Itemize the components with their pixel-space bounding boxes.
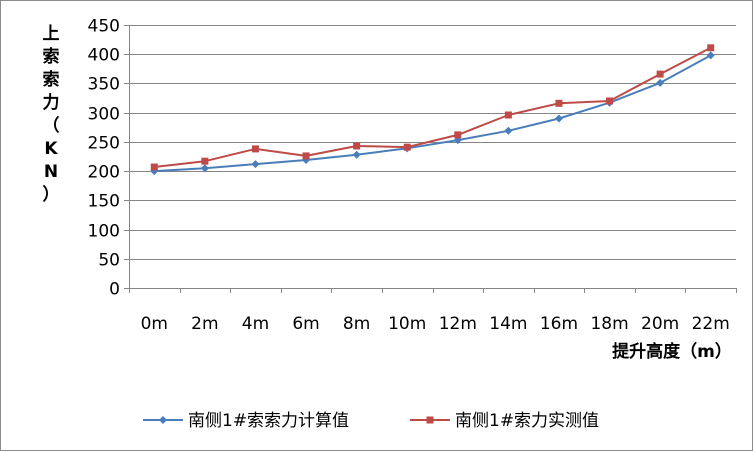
legend-marker — [426, 416, 434, 424]
legend-entry-2: 南侧1#索力实测值 — [410, 411, 599, 431]
y-tick-label: 350 — [88, 75, 120, 95]
data-point — [504, 126, 513, 135]
series-line — [154, 54, 712, 173]
x-tick-label: 0m — [141, 314, 168, 334]
data-point — [656, 78, 665, 87]
data-point — [251, 145, 259, 153]
data-point — [302, 152, 310, 160]
data-point — [606, 97, 614, 105]
y-tick-label: 150 — [88, 192, 120, 212]
legend: 南侧1#索索力计算值 南侧1#索力实测值 — [143, 411, 599, 431]
data-point — [352, 150, 361, 159]
y-axis-title-char: 索 — [43, 69, 60, 90]
data-point — [555, 99, 563, 107]
x-tick-label: 2m — [191, 314, 218, 334]
data-point — [353, 142, 361, 150]
data-point — [201, 157, 209, 165]
y-tick-label: 250 — [88, 134, 120, 154]
y-axis-title-char: K — [44, 139, 58, 159]
data-point — [706, 51, 715, 60]
x-tick-label: 14m — [489, 314, 527, 334]
data-point — [554, 114, 563, 123]
x-tick-labels: 0m 2m 4m 6m 8m 10m 12m 14m 16m 18m 20m 22m — [141, 314, 730, 334]
x-tick-label: 6m — [292, 314, 319, 334]
legend-label: 南侧1#索索力计算值 — [188, 411, 349, 431]
y-axis-title-char: 上 — [43, 24, 60, 44]
data-point — [454, 131, 462, 139]
gridlines — [129, 25, 736, 260]
data-point — [707, 44, 715, 52]
x-tick-label: 22m — [692, 314, 730, 334]
x-tick-label: 4m — [242, 314, 269, 334]
x-tick-label: 8m — [343, 314, 370, 334]
y-tick-label: 400 — [88, 46, 120, 66]
y-axis-title-char: 索 — [43, 46, 60, 67]
y-tick-label: 50 — [98, 251, 120, 271]
legend-label: 南侧1#索力实测值 — [455, 411, 599, 431]
x-tick-label: 16m — [540, 314, 578, 334]
y-tick-labels: 0 50 100 150 200 250 300 350 400 450 — [88, 17, 120, 300]
series-lines — [150, 44, 715, 176]
y-axis-title-char: 力 — [43, 92, 60, 113]
data-point — [251, 160, 260, 169]
y-axis-title-char: N — [44, 162, 58, 182]
x-tick-label: 20m — [641, 314, 679, 334]
axes — [124, 25, 737, 293]
x-tick-label: 12m — [439, 314, 477, 334]
y-axis-title-char: ） — [43, 184, 60, 205]
legend-marker — [159, 416, 167, 424]
data-point — [403, 143, 411, 151]
y-tick-label: 200 — [88, 163, 120, 183]
x-tick-label: 10m — [388, 314, 426, 334]
data-point — [200, 164, 209, 173]
legend-entry-1: 南侧1#索索力计算值 — [143, 411, 349, 431]
y-tick-label: 450 — [88, 17, 120, 37]
series-line — [154, 46, 712, 168]
y-tick-label: 100 — [88, 222, 120, 242]
data-point — [656, 70, 664, 78]
series-2 — [150, 44, 715, 171]
data-point — [150, 163, 158, 171]
y-axis-title-char: （ — [43, 115, 60, 136]
data-point — [504, 111, 512, 119]
y-tick-label: 300 — [88, 105, 120, 125]
x-tick-label: 18m — [590, 314, 628, 334]
x-axis-title: 提升高度（m） — [612, 341, 732, 362]
y-tick-label: 0 — [109, 280, 120, 300]
